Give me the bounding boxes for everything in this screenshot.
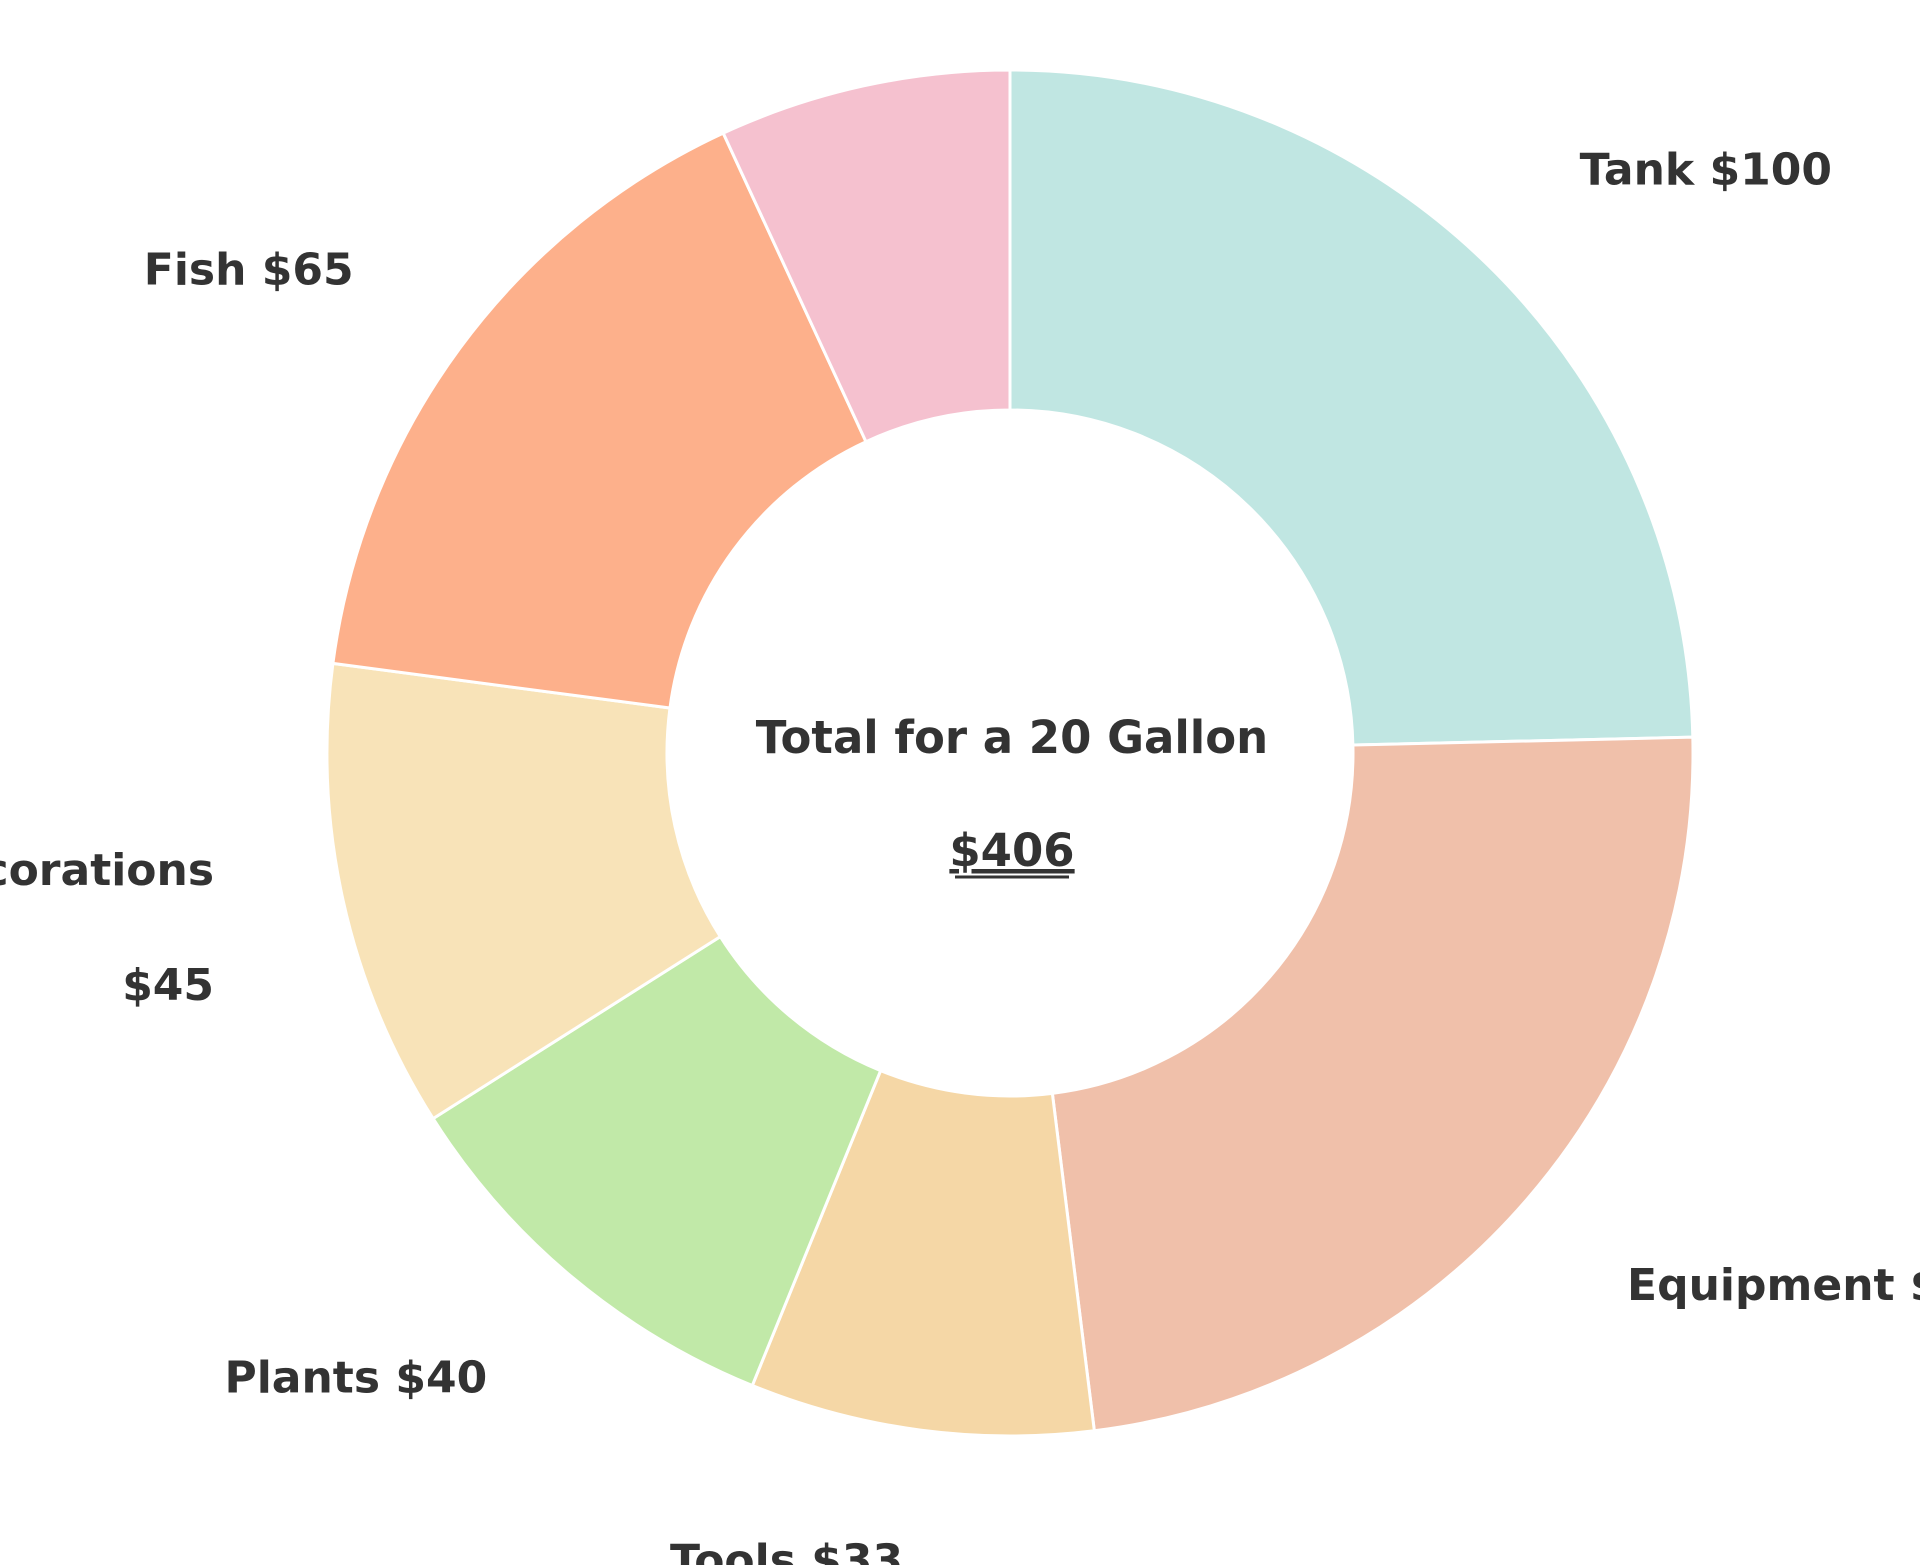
label-fish-line: Fish $65 <box>144 244 354 295</box>
slice-decorations <box>325 661 723 1121</box>
label-plants: Plants $40 <box>224 1353 487 1404</box>
label-tools-line: Tools $33 <box>670 1535 903 1565</box>
slice-equipment <box>1050 735 1695 1433</box>
slice-tank <box>1008 68 1695 747</box>
label-equipment: Equipment $95 <box>1627 1260 1920 1311</box>
label-tank-line: Tank $100 <box>1580 145 1832 196</box>
label-tools: Tools $33 <box>670 1535 903 1565</box>
center-total: $406 <box>949 824 1074 877</box>
slice-tools <box>750 1068 1097 1438</box>
label-plants-line: Plants $40 <box>224 1353 487 1404</box>
label-tank: Tank $100 <box>1580 145 1832 196</box>
label-decorations-line: $45 <box>122 960 214 1011</box>
label-decorations-line: Decorations <box>0 845 214 896</box>
donut-slices <box>325 68 1695 1438</box>
slice-consumables <box>721 68 1012 444</box>
label-decorations: Decorations $45 <box>0 845 214 1011</box>
label-equipment-line: Equipment $95 <box>1627 1260 1920 1311</box>
center-title: Total for a 20 Gallon <box>756 711 1268 764</box>
label-fish: Fish $65 <box>144 244 354 295</box>
slice-fish <box>331 131 868 710</box>
